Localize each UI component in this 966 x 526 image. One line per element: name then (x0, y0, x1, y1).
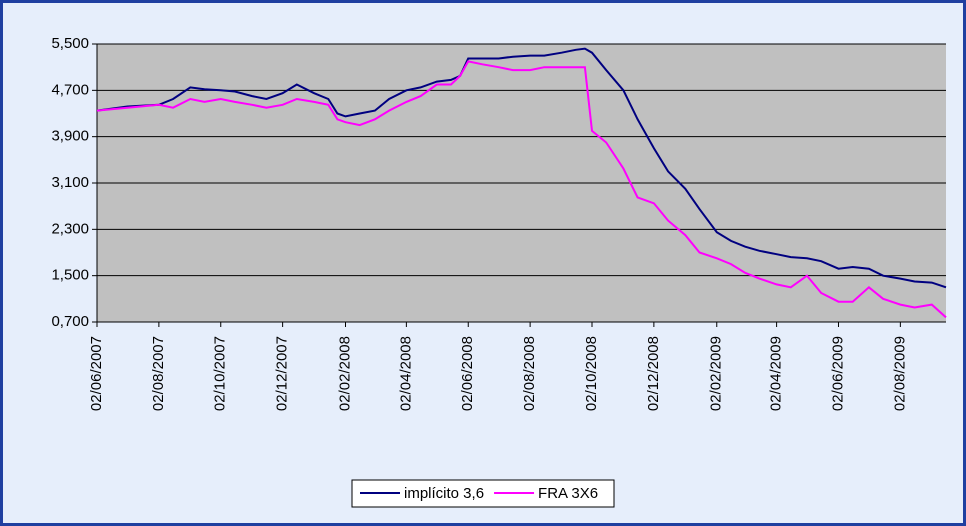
y-tick-label: 4,700 (51, 81, 89, 98)
x-tick-label: 02/06/2009 (829, 336, 846, 411)
y-tick-label: 2,300 (51, 220, 89, 237)
x-tick-label: 02/04/2009 (768, 336, 785, 411)
y-tick-label: 0,700 (51, 313, 89, 330)
y-tick-label: 5,500 (51, 35, 89, 52)
x-tick-label: 02/08/2009 (891, 336, 908, 411)
x-tick-label: 02/12/2008 (645, 336, 662, 411)
y-tick-label: 1,500 (51, 267, 89, 284)
y-tick-label: 3,100 (51, 174, 89, 191)
x-tick-label: 02/06/2007 (88, 336, 105, 411)
x-tick-label: 02/10/2007 (212, 336, 229, 411)
data-line (96, 47, 947, 289)
data-line (96, 60, 947, 319)
x-tick-label: 02/06/2008 (459, 336, 476, 411)
x-tick-label: 02/02/2009 (708, 336, 725, 411)
x-tick-label: 02/02/2008 (336, 336, 353, 411)
legend-label: implícito 3,6 (404, 485, 484, 502)
x-tick-label: 02/10/2008 (583, 336, 600, 411)
x-tick-label: 02/12/2007 (274, 336, 291, 411)
x-tick-label: 02/04/2008 (397, 336, 414, 411)
x-tick-label: 02/08/2007 (150, 336, 167, 411)
legend-label: FRA 3X6 (538, 485, 598, 502)
y-tick-label: 3,900 (51, 128, 89, 145)
x-tick-label: 02/08/2008 (521, 336, 538, 411)
